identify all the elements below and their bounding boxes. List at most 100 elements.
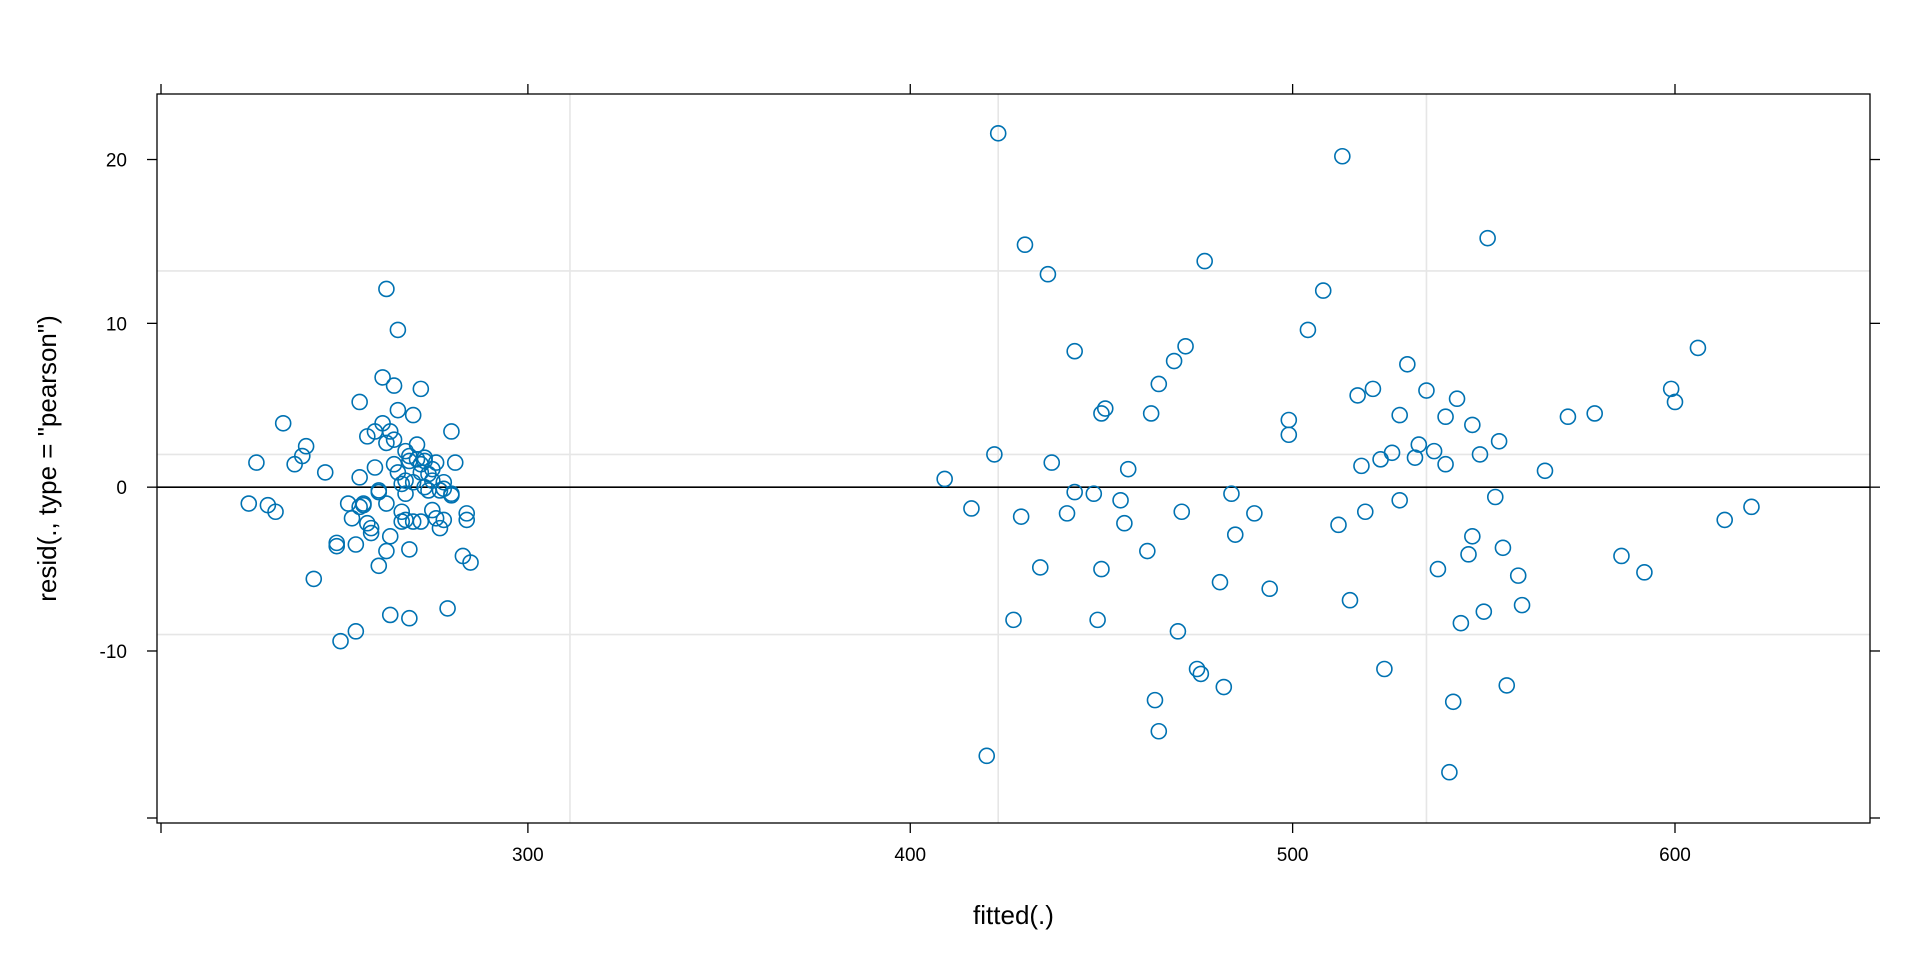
data-point <box>362 519 380 537</box>
data-point <box>328 534 346 552</box>
data-point <box>1437 455 1454 473</box>
data-point <box>351 393 368 411</box>
data-point <box>1425 442 1443 460</box>
data-point <box>1223 485 1240 503</box>
data-point <box>446 454 464 471</box>
data-point <box>435 511 453 529</box>
data-point <box>1429 560 1447 578</box>
data-point <box>1364 380 1382 398</box>
data-point <box>412 513 430 530</box>
data-point <box>424 460 441 478</box>
data-point <box>389 321 407 339</box>
data-point <box>1349 387 1366 404</box>
data-point <box>1066 483 1083 501</box>
data-point <box>1150 722 1168 740</box>
data-point <box>1452 614 1470 632</box>
data-point <box>404 513 422 530</box>
data-point <box>1464 416 1481 434</box>
data-point <box>381 528 399 545</box>
data-point <box>351 498 368 516</box>
data-point <box>1173 503 1191 521</box>
data-point <box>1093 560 1110 578</box>
data-point <box>1399 356 1416 373</box>
data-point <box>462 554 479 571</box>
data-point <box>1494 539 1512 557</box>
data-point <box>374 369 391 386</box>
data-point <box>347 536 365 553</box>
data-point <box>1005 611 1022 629</box>
data-point <box>1066 342 1083 360</box>
data-point <box>443 487 460 504</box>
data-point <box>1196 252 1213 270</box>
data-point <box>1464 528 1481 545</box>
data-point <box>1391 491 1408 509</box>
data-point <box>1666 393 1684 411</box>
data-point <box>393 503 411 521</box>
data-point <box>343 509 361 527</box>
data-point <box>1177 337 1194 355</box>
data-point <box>1150 375 1168 393</box>
data-point <box>370 483 388 501</box>
x-tick-label: 400 <box>894 845 926 866</box>
data-point <box>1341 591 1359 609</box>
data-point <box>1043 454 1061 471</box>
data-point <box>435 473 453 491</box>
data-point <box>1613 547 1630 565</box>
data-point <box>1112 491 1129 509</box>
data-point <box>378 495 395 512</box>
data-point <box>1559 408 1577 426</box>
data-point <box>378 280 395 298</box>
data-point <box>1410 436 1428 453</box>
data-point <box>1116 514 1133 532</box>
data-point <box>359 514 376 532</box>
data-point <box>1146 691 1164 709</box>
data-point <box>1211 573 1229 591</box>
data-point <box>443 423 460 440</box>
data-point <box>439 600 456 617</box>
data-point <box>1261 580 1278 598</box>
data-point <box>1089 611 1106 629</box>
y-tick-label: 0 <box>116 478 127 499</box>
data-point <box>1441 763 1458 781</box>
data-point <box>381 606 399 624</box>
data-point <box>355 495 372 512</box>
data-point <box>1192 665 1210 683</box>
data-point <box>1460 546 1477 563</box>
data-point <box>297 437 315 455</box>
data-point <box>1536 462 1554 480</box>
data-point <box>458 511 476 529</box>
data-point <box>1215 678 1233 696</box>
data-point <box>347 623 365 640</box>
data-point <box>1418 382 1435 399</box>
data-point <box>366 459 384 476</box>
data-point <box>404 406 422 424</box>
data-point <box>1139 542 1156 560</box>
data-point <box>1475 603 1493 620</box>
data-point <box>1169 623 1187 640</box>
data-point <box>1226 526 1244 543</box>
data-point <box>274 414 292 432</box>
data-point <box>1280 411 1298 429</box>
data-point <box>1383 444 1401 462</box>
data-point <box>989 125 1007 142</box>
x-axis-title: fitted(.) <box>973 900 1054 930</box>
data-point <box>1479 229 1496 247</box>
data-point <box>1031 559 1049 576</box>
data-point <box>1096 400 1114 417</box>
data-point <box>1330 516 1347 534</box>
data-point <box>1376 660 1393 678</box>
data-point <box>1353 457 1370 475</box>
data-point <box>1513 596 1531 614</box>
data-point <box>1039 265 1057 283</box>
data-point <box>1509 567 1527 584</box>
data-point <box>412 464 430 481</box>
data-point <box>351 469 368 486</box>
data-point <box>393 475 411 493</box>
data-point <box>305 570 323 588</box>
data-point <box>385 377 403 394</box>
plot-frame <box>156 93 1871 824</box>
data-point <box>1334 147 1351 165</box>
data-point <box>378 434 395 452</box>
x-tick-label: 300 <box>512 845 544 866</box>
